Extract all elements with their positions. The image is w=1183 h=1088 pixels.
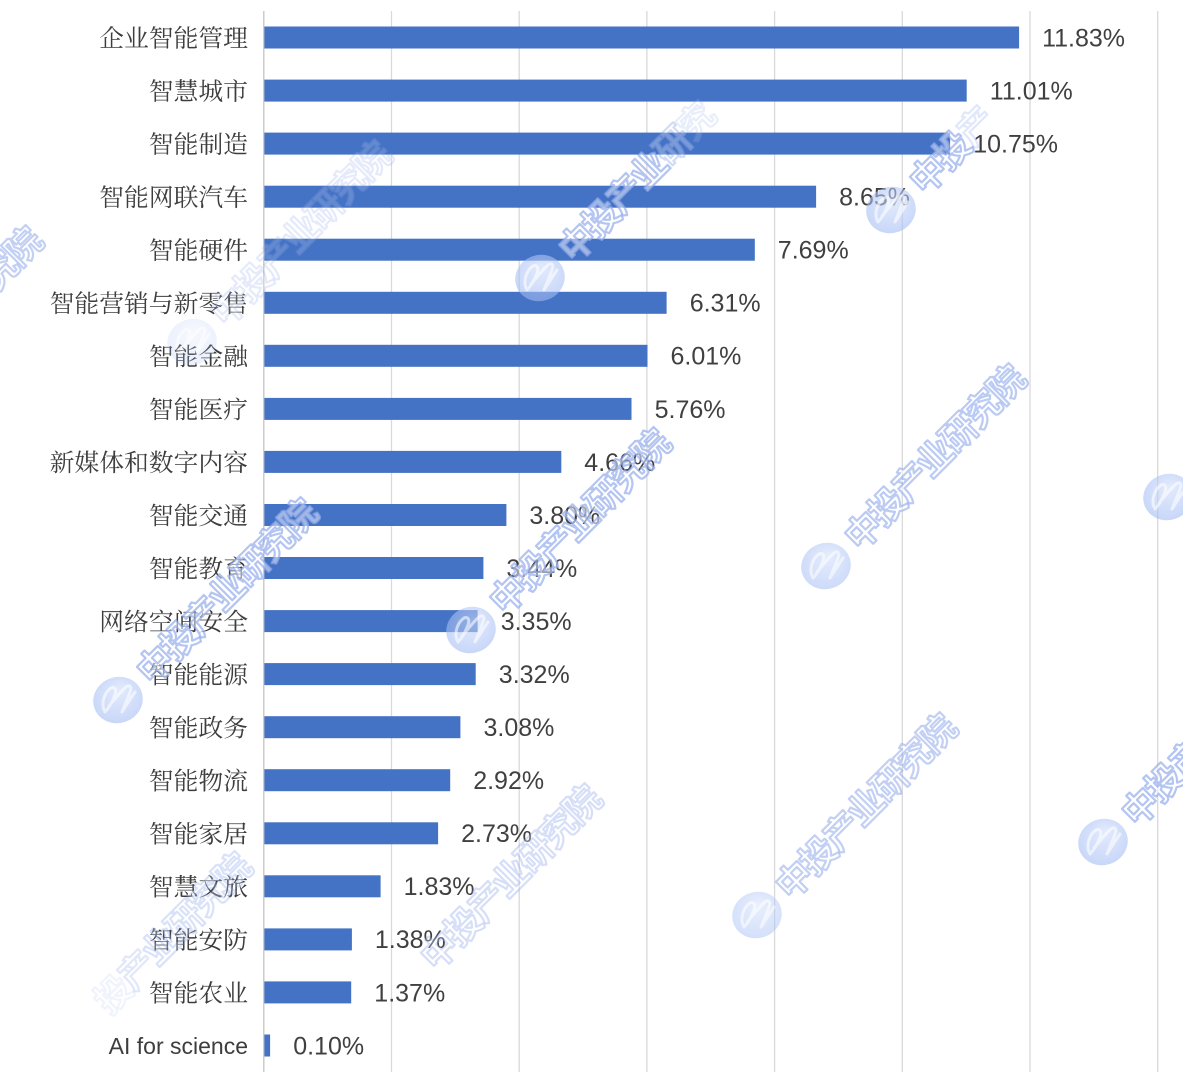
- svg-text:5.76%: 5.76%: [655, 396, 726, 424]
- svg-text:6.31%: 6.31%: [690, 290, 761, 318]
- svg-text:0.10%: 0.10%: [293, 1032, 364, 1060]
- svg-text:1.83%: 1.83%: [404, 873, 475, 901]
- svg-text:10.75%: 10.75%: [973, 131, 1058, 159]
- svg-text:11.83%: 11.83%: [1042, 24, 1125, 52]
- svg-text:2.73%: 2.73%: [461, 820, 532, 848]
- svg-text:3.08%: 3.08%: [484, 714, 555, 742]
- svg-text:2.92%: 2.92%: [473, 767, 544, 795]
- svg-text:3.32%: 3.32%: [499, 661, 570, 689]
- svg-text:AI for science: AI for science: [109, 1033, 248, 1059]
- svg-text:6.01%: 6.01%: [671, 343, 742, 371]
- svg-text:1.37%: 1.37%: [374, 979, 445, 1007]
- svg-text:7.69%: 7.69%: [778, 237, 849, 265]
- svg-text:3.35%: 3.35%: [501, 608, 572, 636]
- svg-text:11.01%: 11.01%: [990, 77, 1073, 105]
